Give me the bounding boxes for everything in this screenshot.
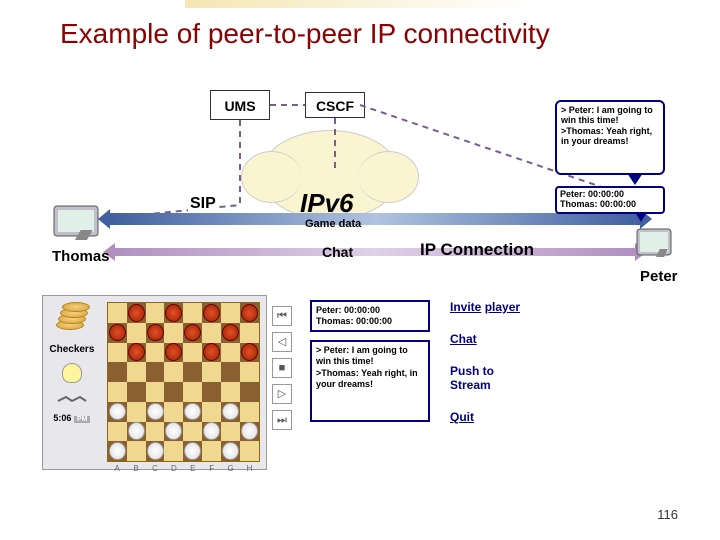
push-to-stream-link[interactable]: Push to Stream [450, 364, 530, 392]
pda-thomas-icon [52, 200, 112, 242]
pda-peter-icon [635, 225, 680, 261]
time-display: 5:06 PM [47, 413, 97, 423]
sip-label: SIP [188, 195, 218, 213]
score-line: Thomas: 00:00:00 [560, 200, 660, 210]
peter-label: Peter [640, 268, 678, 285]
time-ampm: PM [74, 416, 91, 423]
game-name-label: Checkers [47, 344, 97, 355]
checkers-game-panel: Checkers 5:06 PM ABCDEFGH [42, 295, 267, 470]
ipconn-label: IP Connection [420, 240, 534, 260]
chat-line: > Peter: I am going to win this time! [316, 345, 424, 368]
peter-speech-bubble: > Peter: I am going to win this time! >T… [555, 100, 665, 175]
thomas-label: Thomas [52, 248, 110, 265]
handshake-icon [54, 389, 90, 407]
action-links: Invite player Chat Push to Stream Quit [450, 300, 530, 442]
coin-stack-icon [52, 302, 92, 338]
checkers-board[interactable]: ABCDEFGH [107, 302, 260, 462]
header-gradient [185, 0, 535, 8]
chat-line: >Thomas: Yeah right, in your dreams! [316, 368, 424, 391]
slide-title: Example of peer-to-peer IP connectivity [60, 18, 550, 50]
lightbulb-icon [62, 363, 82, 383]
score-speech-bubble: Peter: 00:00:00 Thomas: 00:00:00 [555, 186, 665, 214]
prev-button[interactable]: ◁ [272, 332, 292, 352]
chat-link[interactable]: Chat [450, 332, 530, 346]
score-box: Peter: 00:00:00 Thomas: 00:00:00 [310, 300, 430, 332]
chat-label: Chat [322, 244, 353, 260]
forward-button[interactable]: ⏭ [272, 410, 292, 430]
rewind-button[interactable]: ⏮ [272, 306, 292, 326]
score-line: Peter: 00:00:00 [316, 305, 424, 316]
board-column-labels: ABCDEFGH [108, 464, 259, 473]
ipv6-label: IPv6 [300, 188, 354, 219]
gamedata-label: Game data [305, 218, 361, 230]
score-line: Thomas: 00:00:00 [316, 316, 424, 327]
chat-transcript-box: > Peter: I am going to win this time! >T… [310, 340, 430, 422]
stop-button[interactable]: ■ [272, 358, 292, 378]
invite-player-link[interactable]: Invite player [450, 300, 530, 314]
game-sidebar: Checkers 5:06 PM [43, 296, 101, 469]
speech-line: > Peter: I am going to win this time! [561, 105, 659, 126]
time-value: 5:06 [53, 413, 71, 423]
ums-box: UMS [210, 90, 270, 120]
chat-arrow [115, 248, 635, 256]
slide-number: 116 [657, 507, 678, 522]
next-button[interactable]: ▷ [272, 384, 292, 404]
quit-link[interactable]: Quit [450, 410, 530, 424]
playback-controls: ⏮ ◁ ■ ▷ ⏭ [272, 300, 294, 436]
cscf-box: CSCF [305, 92, 365, 118]
gamedata-arrow [110, 213, 640, 225]
speech-line: >Thomas: Yeah right, in your dreams! [561, 126, 659, 147]
